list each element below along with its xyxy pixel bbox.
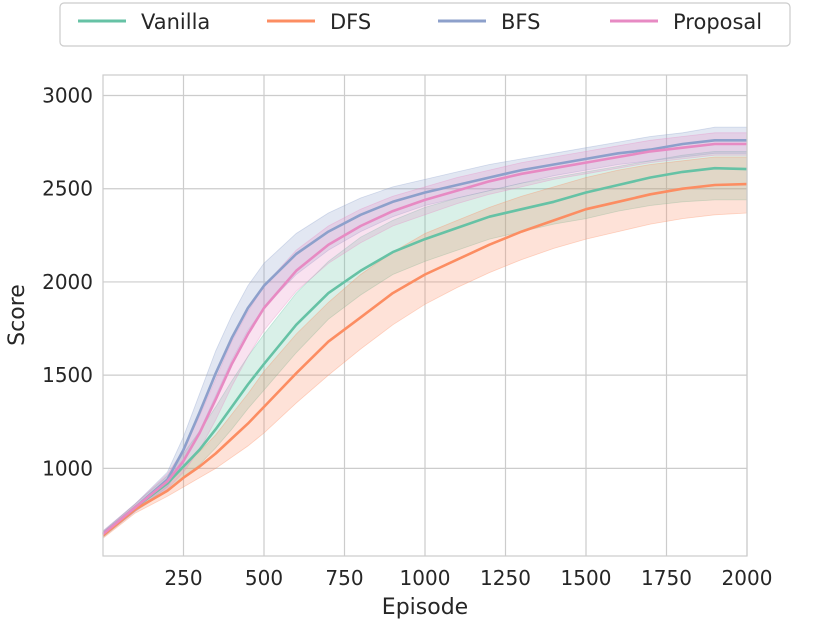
y-tick-label: 2000 <box>42 270 93 294</box>
legend-frame <box>59 2 791 47</box>
vanilla-line <box>102 166 748 536</box>
plot-frame <box>102 74 748 557</box>
x-tick-labels: 250 500 750 1000 1250 1500 1750 2000 <box>164 566 772 590</box>
x-tick-label: 1000 <box>400 566 451 590</box>
y-tick-label: 1000 <box>42 456 93 480</box>
legend-label-proposal: Proposal <box>673 10 762 34</box>
y-tick-labels: 1000 1500 2000 2500 3000 <box>42 84 93 481</box>
dfs-line <box>102 182 748 537</box>
legend-label-vanilla: Vanilla <box>141 10 210 34</box>
legend-label-dfs: DFS <box>330 10 371 34</box>
grid-lines <box>103 75 748 556</box>
y-tick-label: 1500 <box>42 363 93 387</box>
y-tick-label: 3000 <box>42 84 93 108</box>
proposal-line <box>102 142 747 536</box>
legend: Vanilla DFS BFS Proposal <box>59 2 791 47</box>
x-tick-label: 2000 <box>722 566 773 590</box>
series-lines <box>102 139 748 537</box>
y-tick-label: 2500 <box>42 177 93 201</box>
x-tick-label: 250 <box>164 566 202 590</box>
x-axis-title: Episode <box>382 595 468 620</box>
legend-label-bfs: BFS <box>501 10 540 34</box>
x-tick-label: 1250 <box>480 566 531 590</box>
y-axis-title: Score <box>5 284 30 346</box>
x-tick-label: 1500 <box>561 566 612 590</box>
bfs-line <box>102 139 747 535</box>
x-tick-label: 500 <box>245 566 283 590</box>
x-tick-label: 750 <box>325 566 363 590</box>
x-tick-label: 1750 <box>641 566 692 590</box>
